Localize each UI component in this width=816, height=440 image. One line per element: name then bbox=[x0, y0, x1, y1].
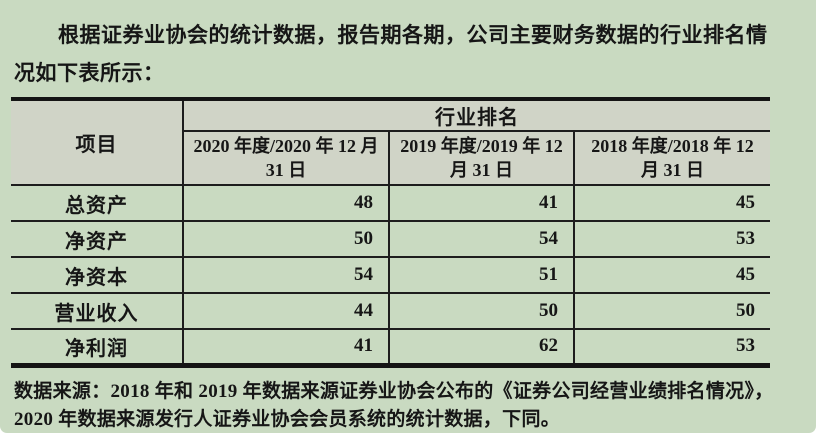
value-cell: 50 bbox=[574, 293, 771, 330]
table-row-net-assets: 净资产 50 54 53 bbox=[11, 221, 771, 258]
value-cell: 44 bbox=[183, 293, 390, 330]
footnote-line-2: 2020 年数据来源发行人证券业协会会员系统的统计数据，下同。 bbox=[14, 409, 561, 430]
intro-line-1: 根据证券业协会的统计数据，报告期各期，公司主要财务数据的行业排名情 bbox=[58, 23, 768, 47]
value-cell: 50 bbox=[183, 221, 390, 258]
intro-paragraph: 根据证券业协会的统计数据，报告期各期，公司主要财务数据的行业排名情 况如下表所示… bbox=[14, 16, 806, 92]
value-cell: 54 bbox=[389, 221, 575, 258]
value-cell: 54 bbox=[183, 257, 390, 294]
column-header-period-2020: 2020 年度/2020 年 12 月 31 日 bbox=[183, 131, 390, 186]
value-cell: 48 bbox=[183, 185, 390, 222]
row-label: 净资产 bbox=[11, 221, 184, 258]
value-cell: 53 bbox=[574, 329, 771, 366]
row-label: 营业收入 bbox=[11, 293, 184, 330]
value-cell: 50 bbox=[389, 293, 575, 330]
footnote-line-1: 数据来源：2018 年和 2019 年数据来源证券业协会公布的《证券公司经营业绩… bbox=[14, 381, 774, 402]
row-label: 总资产 bbox=[11, 185, 184, 222]
header-row-periods: 2020 年度/2020 年 12 月 31 日 2019 年度/2019 年 … bbox=[11, 131, 771, 186]
value-cell: 45 bbox=[574, 185, 771, 222]
value-cell: 53 bbox=[574, 221, 771, 258]
intro-line-2: 况如下表所示： bbox=[14, 61, 165, 85]
table-row-net-profit: 净利润 41 62 53 bbox=[11, 329, 771, 366]
value-cell: 45 bbox=[574, 257, 771, 294]
table-row-operating-revenue: 营业收入 44 50 50 bbox=[11, 293, 771, 330]
industry-ranking-table: 项目 行业排名 2020 年度/2020 年 12 月 31 日 2019 年度… bbox=[11, 97, 771, 368]
value-cell: 62 bbox=[389, 329, 575, 366]
column-header-period-2018: 2018 年度/2018 年 12 月 31 日 bbox=[574, 131, 771, 186]
value-cell: 51 bbox=[389, 257, 575, 294]
table-row-net-capital: 净资本 54 51 45 bbox=[11, 257, 771, 294]
value-cell: 41 bbox=[389, 185, 575, 222]
column-header-period-2019: 2019 年度/2019 年 12 月 31 日 bbox=[389, 131, 575, 186]
row-label: 净资本 bbox=[11, 257, 184, 294]
ranking-table-container: 项目 行业排名 2020 年度/2020 年 12 月 31 日 2019 年度… bbox=[11, 97, 771, 368]
row-label: 净利润 bbox=[11, 329, 184, 366]
header-row-group: 项目 行业排名 bbox=[11, 99, 771, 186]
column-header-ranking-group: 行业排名 bbox=[183, 99, 771, 132]
value-cell: 41 bbox=[183, 329, 390, 366]
table-row-total-assets: 总资产 48 41 45 bbox=[11, 185, 771, 222]
column-header-item: 项目 bbox=[11, 99, 184, 186]
data-source-footnote: 数据来源：2018 年和 2019 年数据来源证券业协会公布的《证券公司经营业绩… bbox=[14, 378, 806, 434]
